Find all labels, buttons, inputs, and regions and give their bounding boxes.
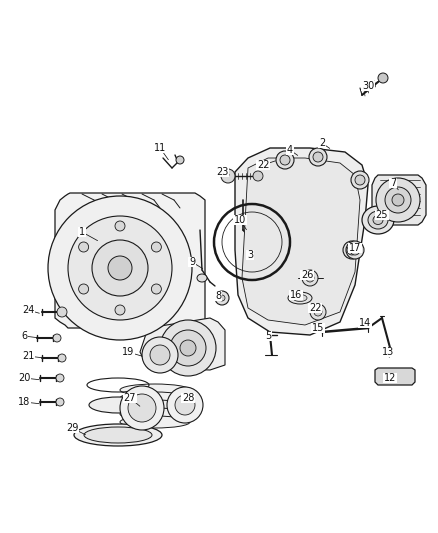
Text: 20: 20 xyxy=(18,373,30,383)
Circle shape xyxy=(350,245,360,255)
Circle shape xyxy=(160,320,216,376)
Circle shape xyxy=(115,221,125,231)
Text: 22: 22 xyxy=(257,160,269,170)
Ellipse shape xyxy=(89,397,147,413)
Circle shape xyxy=(56,374,64,382)
Text: 29: 29 xyxy=(66,423,78,433)
Circle shape xyxy=(56,398,64,406)
Circle shape xyxy=(276,151,294,169)
Polygon shape xyxy=(375,368,415,385)
Text: 24: 24 xyxy=(22,305,34,315)
Text: 1: 1 xyxy=(79,227,85,237)
Polygon shape xyxy=(140,318,225,370)
Circle shape xyxy=(79,242,88,252)
Circle shape xyxy=(221,169,235,183)
Polygon shape xyxy=(55,193,205,328)
Circle shape xyxy=(219,295,225,301)
Circle shape xyxy=(92,240,148,296)
Circle shape xyxy=(310,304,326,320)
Circle shape xyxy=(280,155,290,165)
Ellipse shape xyxy=(368,211,388,229)
Text: 11: 11 xyxy=(154,143,166,153)
Ellipse shape xyxy=(288,292,312,304)
Text: 17: 17 xyxy=(349,243,361,253)
Circle shape xyxy=(142,337,178,373)
Circle shape xyxy=(253,171,263,181)
Circle shape xyxy=(58,354,66,362)
Circle shape xyxy=(176,156,184,164)
Text: 5: 5 xyxy=(265,331,271,341)
Polygon shape xyxy=(372,175,426,225)
Text: 9: 9 xyxy=(189,257,195,267)
Text: 26: 26 xyxy=(301,270,313,280)
Circle shape xyxy=(152,284,161,294)
Circle shape xyxy=(152,242,161,252)
Circle shape xyxy=(376,178,420,222)
Circle shape xyxy=(351,171,369,189)
Ellipse shape xyxy=(120,400,190,412)
Circle shape xyxy=(343,241,361,259)
Circle shape xyxy=(347,245,357,255)
Circle shape xyxy=(120,386,164,430)
Circle shape xyxy=(57,307,67,317)
Circle shape xyxy=(355,175,365,185)
Circle shape xyxy=(175,395,195,415)
Ellipse shape xyxy=(84,427,152,443)
Ellipse shape xyxy=(120,416,190,428)
Text: 22: 22 xyxy=(309,303,321,313)
Polygon shape xyxy=(242,158,360,325)
Text: 6: 6 xyxy=(21,331,27,341)
Circle shape xyxy=(346,241,364,259)
Ellipse shape xyxy=(197,274,207,282)
Circle shape xyxy=(309,148,327,166)
Text: 10: 10 xyxy=(234,215,246,225)
Circle shape xyxy=(314,308,322,316)
Circle shape xyxy=(313,152,323,162)
Circle shape xyxy=(392,194,404,206)
Text: 30: 30 xyxy=(362,81,374,91)
Ellipse shape xyxy=(362,206,394,234)
Text: 15: 15 xyxy=(312,323,324,333)
Text: 21: 21 xyxy=(22,351,34,361)
Text: 27: 27 xyxy=(124,393,136,403)
Text: 19: 19 xyxy=(122,347,134,357)
Text: 13: 13 xyxy=(382,347,394,357)
Ellipse shape xyxy=(373,215,383,224)
Text: 12: 12 xyxy=(384,373,396,383)
Circle shape xyxy=(79,284,88,294)
Circle shape xyxy=(108,256,132,280)
Text: 8: 8 xyxy=(215,291,221,301)
Text: 23: 23 xyxy=(216,167,228,177)
Circle shape xyxy=(378,73,388,83)
Text: 16: 16 xyxy=(290,290,302,300)
Text: 25: 25 xyxy=(376,210,388,220)
Circle shape xyxy=(115,305,125,315)
Text: 28: 28 xyxy=(182,393,194,403)
Circle shape xyxy=(150,345,170,365)
Text: 7: 7 xyxy=(390,178,396,188)
Circle shape xyxy=(48,196,192,340)
Ellipse shape xyxy=(293,295,307,302)
Ellipse shape xyxy=(74,424,162,446)
Circle shape xyxy=(385,187,411,213)
Circle shape xyxy=(302,270,318,286)
Text: 2: 2 xyxy=(319,138,325,148)
Circle shape xyxy=(170,330,206,366)
Circle shape xyxy=(53,334,61,342)
Ellipse shape xyxy=(120,408,190,420)
Ellipse shape xyxy=(120,392,190,404)
Circle shape xyxy=(180,340,196,356)
Circle shape xyxy=(128,394,156,422)
Text: 3: 3 xyxy=(247,250,253,260)
Circle shape xyxy=(306,274,314,282)
Text: 14: 14 xyxy=(359,318,371,328)
Circle shape xyxy=(68,216,172,320)
Ellipse shape xyxy=(120,384,190,396)
Text: 18: 18 xyxy=(18,397,30,407)
Polygon shape xyxy=(235,148,368,335)
Circle shape xyxy=(167,387,203,423)
Circle shape xyxy=(215,291,229,305)
Text: 4: 4 xyxy=(287,145,293,155)
